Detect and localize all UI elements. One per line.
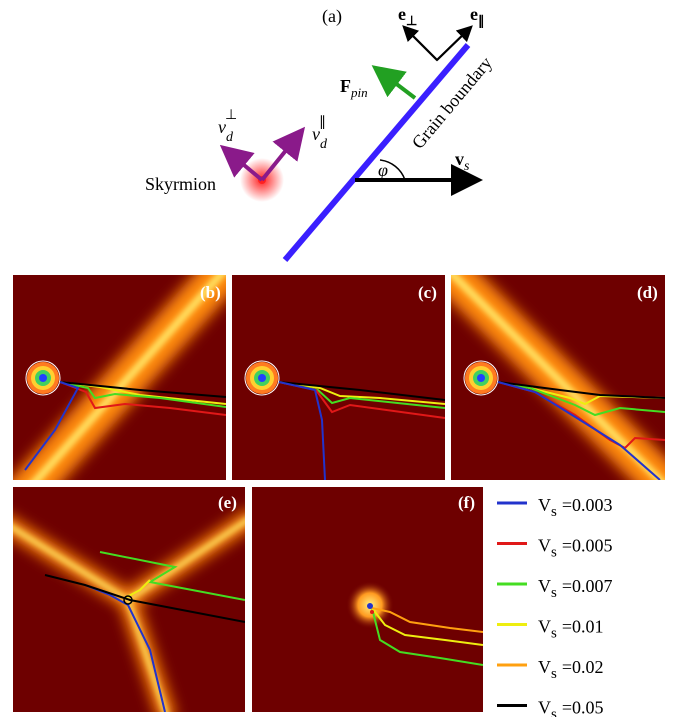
panel-e (0, 487, 255, 717)
legend-label: Vs=0.007 (538, 576, 613, 601)
legend-label: Vs=0.003 (538, 495, 613, 520)
panel-label: (b) (200, 283, 221, 302)
panel-b (10, 262, 232, 510)
grain-boundary-line (285, 45, 468, 260)
e-par: e∥ (470, 4, 485, 29)
vs: vs (455, 149, 470, 174)
e-perp: e⊥ (398, 4, 417, 28)
panel-c (232, 260, 445, 495)
panel-label: (e) (218, 493, 237, 512)
phi: φ (378, 160, 388, 180)
skyrmion-label: Skyrmion (145, 174, 216, 194)
legend-label: Vs=0.02 (538, 657, 604, 682)
panel-label: (c) (418, 283, 437, 302)
f-pin: Fpin (340, 76, 368, 100)
panel-label: (f) (458, 493, 475, 512)
vd-perp: vd⊥ (218, 108, 237, 145)
legend-label: Vs=0.01 (538, 617, 604, 642)
legend-label: Vs=0.005 (538, 536, 613, 561)
figure: (a) e⊥ e∥ Fpin Grain boundary vd⊥ vd∥ Sk… (0, 0, 686, 717)
panel-label: (a) (322, 6, 342, 27)
vd-par: vd∥ (312, 115, 328, 152)
legend-label: Vs=0.05 (538, 698, 604, 717)
panel-f (252, 487, 483, 712)
fpin-arrow (378, 70, 415, 98)
panel-label: (d) (637, 283, 658, 302)
panel-a: (a) e⊥ e∥ Fpin Grain boundary vd⊥ vd∥ Sk… (145, 4, 496, 260)
